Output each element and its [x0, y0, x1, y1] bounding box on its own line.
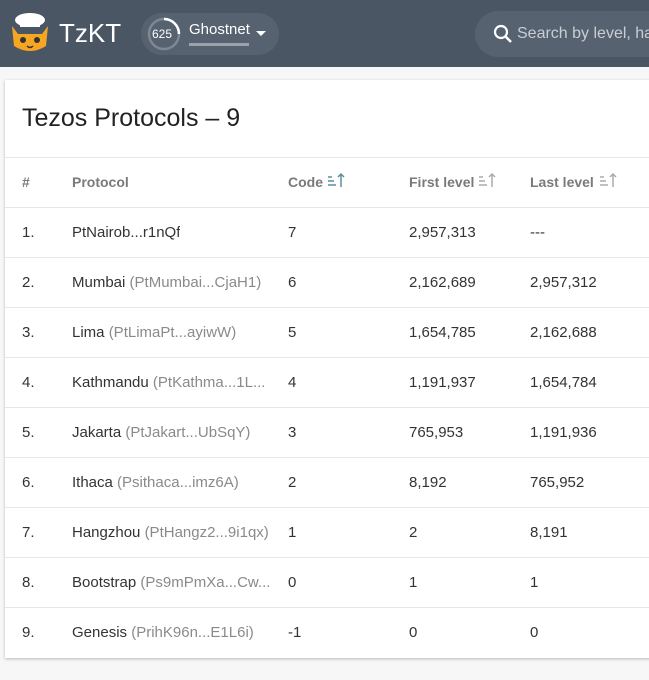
page-title: Tezos Protocols – 9 [22, 104, 241, 132]
dropdown-arrow [256, 31, 266, 36]
first-level[interactable]: 2 [409, 524, 418, 541]
column-header: # [22, 174, 30, 190]
code: 2 [288, 474, 297, 491]
row-index: 8. [22, 574, 35, 591]
sort-icon[interactable] [598, 172, 618, 188]
row-index: 7. [22, 524, 35, 541]
table-row: 8. Bootstrap (Ps9mPmXa...Cw... 0 1 1 [5, 557, 649, 608]
logo[interactable] [8, 12, 52, 54]
protocol[interactable]: Ithaca (Psithaca...imz6A) [72, 474, 239, 491]
row-index: 9. [22, 624, 35, 641]
first-level[interactable]: 1 [409, 574, 418, 591]
column-header: Protocol [72, 174, 129, 190]
column-header[interactable]: Code [288, 174, 323, 190]
row-index: 3. [22, 324, 35, 341]
protocols-card: Tezos Protocols – 9 # Protocol Code First l… [5, 80, 649, 658]
protocol-name[interactable]: Hangzhou [72, 524, 141, 541]
last-level[interactable]: 765,952 [530, 474, 585, 491]
last-level[interactable]: 8,191 [530, 524, 568, 541]
protocol[interactable]: Genesis (PrihK96n...E1L6i) [72, 624, 254, 641]
network-selector[interactable]: 625 Ghostnet [141, 13, 279, 55]
search-placeholder: Search by level, ha [517, 25, 649, 42]
protocol[interactable]: Kathmandu (PtKathma...1L... [72, 374, 265, 391]
code: 5 [288, 324, 297, 341]
table-row: 4. Kathmandu (PtKathma...1L... 4 1,191,937 1… [5, 357, 649, 408]
protocol-name[interactable]: Bootstrap [72, 574, 137, 591]
network-level: 625 [152, 27, 173, 41]
protocol-hash[interactable]: (Ps9mPmXa...Cw... [140, 574, 271, 591]
column-header[interactable]: First level [409, 174, 475, 190]
first-level[interactable]: 2,162,689 [409, 274, 476, 291]
protocol[interactable]: Bootstrap (Ps9mPmXa...Cw... [72, 574, 270, 591]
first-level[interactable]: 0 [409, 624, 418, 641]
last-level[interactable]: 1 [530, 574, 539, 591]
code: 0 [288, 574, 297, 591]
protocol-name[interactable]: Jakarta [72, 424, 122, 441]
search-icon [493, 24, 512, 43]
brand[interactable]: TzKT [59, 18, 122, 48]
table-header: # Protocol Code First level Last level [5, 157, 649, 208]
protocol-hash[interactable]: (PtLimaPt...ayiwW) [108, 324, 237, 341]
protocol-hash[interactable]: (Psithaca...imz6A) [117, 474, 239, 491]
sort-icon[interactable] [477, 172, 497, 188]
search-box[interactable]: Search by level, ha [475, 11, 649, 57]
code: 3 [288, 424, 297, 441]
protocol[interactable]: Hangzhou (PtHangz2...9i1qx) [72, 524, 269, 541]
first-level[interactable]: 8,192 [409, 474, 447, 491]
level-ring [147, 17, 181, 51]
last-level[interactable]: 0 [530, 624, 539, 641]
last-level[interactable]: 2,162,688 [530, 324, 597, 341]
protocol-hash[interactable]: (PtMumbai...CjaH1) [129, 274, 262, 291]
table-row: 9. Genesis (PrihK96n...E1L6i) -1 0 0 [5, 607, 649, 658]
protocol[interactable]: Mumbai (PtMumbai...CjaH1) [72, 274, 261, 291]
code: 7 [288, 224, 297, 241]
code: 6 [288, 274, 297, 291]
first-level[interactable]: 1,654,785 [409, 324, 476, 341]
protocol-hash[interactable]: (PrihK96n...E1L6i) [131, 624, 254, 641]
protocol-hash[interactable]: (PtKathma...1L... [152, 374, 266, 391]
row-index: 2. [22, 274, 35, 291]
protocol-hash[interactable]: (PtHangz2...9i1qx) [144, 524, 269, 541]
first-level[interactable]: 765,953 [409, 424, 464, 441]
protocol-name[interactable]: Mumbai [72, 274, 126, 291]
table-row: 2. Mumbai (PtMumbai...CjaH1) 6 2,162,689 2,9… [5, 257, 649, 308]
protocol[interactable]: Lima (PtLimaPt...ayiwW) [72, 324, 236, 341]
protocol-name[interactable]: Lima [72, 324, 105, 341]
network-progress [189, 43, 249, 46]
row-index: 5. [22, 424, 35, 441]
protocol[interactable]: Jakarta (PtJakart...UbSqY) [72, 424, 250, 441]
row-index: 4. [22, 374, 35, 391]
sort-icon[interactable] [326, 172, 346, 188]
table-row: 7. Hangzhou (PtHangz2...9i1qx) 1 2 8,191 [5, 507, 649, 558]
protocol-name[interactable]: Kathmandu [72, 374, 149, 391]
column-header[interactable]: Last level [530, 174, 594, 190]
code: 4 [288, 374, 297, 391]
network-name: Ghostnet [189, 21, 250, 38]
protocol-name[interactable]: PtNairob...r1nQf [72, 224, 181, 241]
last-level[interactable]: 1,654,784 [530, 374, 597, 391]
table-row: 1. PtNairob...r1nQf 7 2,957,313 --- [5, 207, 649, 258]
protocol-name[interactable]: Genesis [72, 624, 128, 641]
protocol-name[interactable]: Ithaca [72, 474, 113, 491]
last-level[interactable]: 1,191,936 [530, 424, 597, 441]
last-level[interactable]: 2,957,312 [530, 274, 597, 291]
table-row: 3. Lima (PtLimaPt...ayiwW) 5 1,654,785 2,162… [5, 307, 649, 358]
first-level[interactable]: 1,191,937 [409, 374, 476, 391]
table-row: 5. Jakarta (PtJakart...UbSqY) 3 765,953 1,19… [5, 407, 649, 458]
code: 1 [288, 524, 297, 541]
table-row: 6. Ithaca (Psithaca...imz6A) 2 8,192 765,952 [5, 457, 649, 508]
top-bar: TzKT 625 Ghostnet Search by level, ha [0, 0, 649, 67]
row-index: 1. [22, 224, 35, 241]
last-level[interactable]: --- [530, 224, 545, 241]
protocol-hash[interactable]: (PtJakart...UbSqY) [125, 424, 251, 441]
row-index: 6. [22, 474, 35, 491]
protocol[interactable]: PtNairob...r1nQf [72, 224, 180, 241]
code: -1 [288, 624, 302, 641]
first-level[interactable]: 2,957,313 [409, 224, 476, 241]
